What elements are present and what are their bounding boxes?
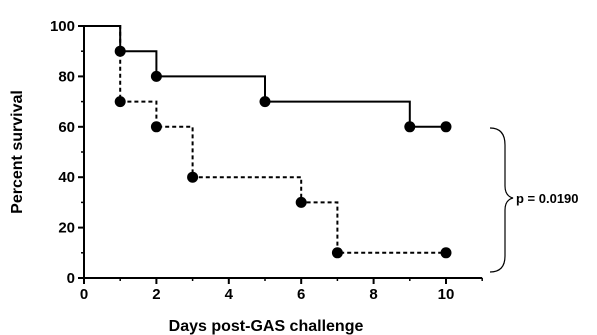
series-1-marker xyxy=(150,70,162,82)
series-1-marker xyxy=(259,96,271,108)
x-tick-label: 10 xyxy=(438,286,455,303)
y-axis-title: Percent survival xyxy=(9,90,26,214)
series-2-marker xyxy=(295,196,307,208)
y-tick-label: 40 xyxy=(58,169,75,186)
y-tick-label: 60 xyxy=(58,119,75,136)
series-2-marker xyxy=(440,247,452,259)
y-tick-label: 0 xyxy=(67,270,75,287)
series-2-marker xyxy=(150,121,162,133)
y-tick-label: 20 xyxy=(58,220,75,237)
x-axis-title: Days post-GAS challenge xyxy=(169,318,364,335)
series-1-marker xyxy=(114,45,126,57)
significance-bracket xyxy=(489,127,514,273)
x-tick-label: 2 xyxy=(152,286,160,303)
series-1-marker xyxy=(404,121,416,133)
series-2-step-line xyxy=(84,25,446,254)
x-tick-label: 6 xyxy=(297,286,305,303)
series-1-marker xyxy=(440,121,452,133)
series-2-marker xyxy=(331,247,343,259)
series-2-marker xyxy=(114,96,126,108)
markers xyxy=(114,45,452,259)
y-tick-label: 80 xyxy=(58,68,75,85)
x-tick-label: 4 xyxy=(225,286,234,303)
series-2-marker xyxy=(187,171,199,183)
y-tick-label: 100 xyxy=(50,18,75,35)
x-tick-label: 0 xyxy=(80,286,88,303)
plot-area xyxy=(84,25,446,254)
p-value-annotation: p = 0.0190 xyxy=(516,191,579,206)
x-tick-label: 8 xyxy=(369,286,377,303)
series-1-step-line xyxy=(84,25,446,128)
